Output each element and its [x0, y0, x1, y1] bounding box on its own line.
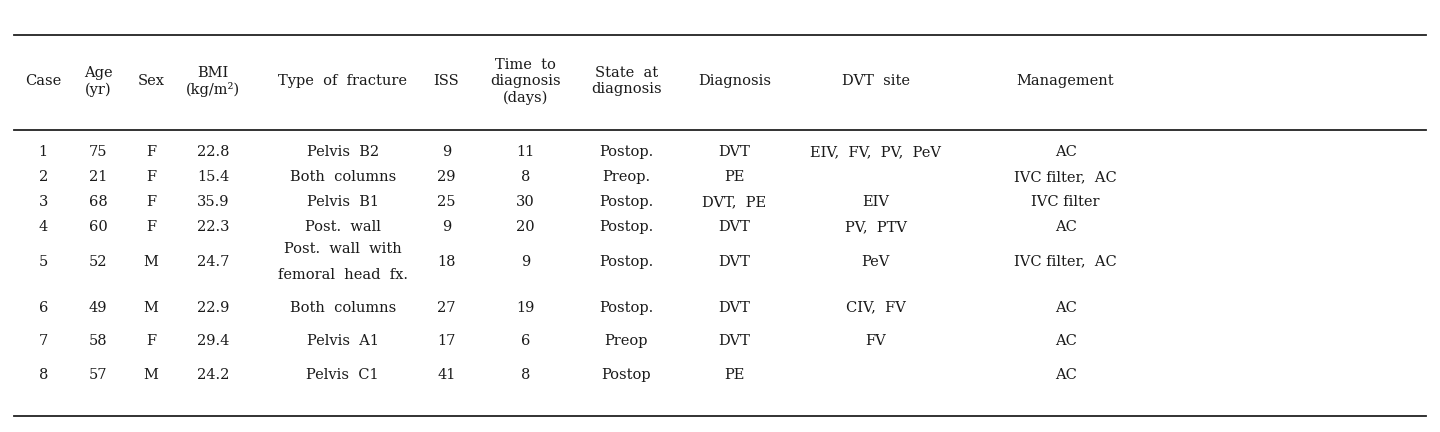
Text: 22.8: 22.8: [197, 145, 229, 159]
Text: Case: Case: [24, 74, 62, 88]
Text: 25: 25: [438, 195, 455, 209]
Text: Postop.: Postop.: [599, 195, 654, 209]
Text: Post.  wall  with: Post. wall with: [284, 242, 402, 256]
Text: 20: 20: [517, 220, 534, 234]
Text: IVC filter: IVC filter: [1031, 195, 1100, 209]
Text: 17: 17: [438, 334, 455, 348]
Text: F: F: [145, 195, 157, 209]
Text: 75: 75: [89, 145, 107, 159]
Text: 41: 41: [438, 368, 455, 382]
Text: Age
(yr): Age (yr): [84, 66, 112, 96]
Text: AC: AC: [1054, 145, 1077, 159]
Text: PE: PE: [724, 170, 744, 184]
Text: Pelvis  B1: Pelvis B1: [307, 195, 379, 209]
Text: State  at
diagnosis: State at diagnosis: [590, 66, 662, 96]
Text: 9: 9: [442, 145, 451, 159]
Text: DVT  site: DVT site: [841, 74, 910, 88]
Text: DVT: DVT: [719, 301, 750, 314]
Text: 18: 18: [438, 255, 455, 269]
Text: IVC filter,  AC: IVC filter, AC: [1014, 170, 1117, 184]
Text: Management: Management: [1017, 74, 1115, 88]
Text: CIV,  FV: CIV, FV: [845, 301, 906, 314]
Text: FV: FV: [865, 334, 886, 348]
Text: Both  columns: Both columns: [289, 301, 396, 314]
Text: 57: 57: [89, 368, 107, 382]
Text: femoral  head  fx.: femoral head fx.: [278, 268, 408, 282]
Text: M: M: [144, 368, 158, 382]
Text: Post.  wall: Post. wall: [305, 220, 380, 234]
Text: EIV: EIV: [863, 195, 888, 209]
Text: 9: 9: [521, 255, 530, 269]
Text: 22.3: 22.3: [197, 220, 229, 234]
Text: 29.4: 29.4: [197, 334, 229, 348]
Text: F: F: [145, 170, 157, 184]
Text: Pelvis  A1: Pelvis A1: [307, 334, 379, 348]
Text: 58: 58: [89, 334, 107, 348]
Text: Pelvis  B2: Pelvis B2: [307, 145, 379, 159]
Text: 27: 27: [438, 301, 455, 314]
Text: 2: 2: [39, 170, 48, 184]
Text: AC: AC: [1054, 220, 1077, 234]
Text: 8: 8: [521, 170, 530, 184]
Text: DVT,  PE: DVT, PE: [703, 195, 766, 209]
Text: DVT: DVT: [719, 145, 750, 159]
Text: Pelvis  C1: Pelvis C1: [307, 368, 379, 382]
Text: Postop.: Postop.: [599, 145, 654, 159]
Text: DVT: DVT: [719, 334, 750, 348]
Text: 30: 30: [516, 195, 536, 209]
Text: F: F: [145, 220, 157, 234]
Text: PeV: PeV: [861, 255, 890, 269]
Text: DVT: DVT: [719, 255, 750, 269]
Text: Diagnosis: Diagnosis: [698, 74, 770, 88]
Text: 22.9: 22.9: [197, 301, 229, 314]
Text: Postop: Postop: [602, 368, 651, 382]
Text: 52: 52: [89, 255, 107, 269]
Text: BMI
(kg/m²): BMI (kg/m²): [186, 66, 240, 97]
Text: Preop.: Preop.: [602, 170, 651, 184]
Text: 4: 4: [39, 220, 48, 234]
Text: PV,  PTV: PV, PTV: [844, 220, 907, 234]
Text: 6: 6: [521, 334, 530, 348]
Text: 24.7: 24.7: [197, 255, 229, 269]
Text: 15.4: 15.4: [197, 170, 229, 184]
Text: Postop.: Postop.: [599, 220, 654, 234]
Text: 7: 7: [39, 334, 48, 348]
Text: Both  columns: Both columns: [289, 170, 396, 184]
Text: 9: 9: [442, 220, 451, 234]
Text: 68: 68: [88, 195, 108, 209]
Text: 6: 6: [39, 301, 48, 314]
Text: AC: AC: [1054, 334, 1077, 348]
Text: F: F: [145, 334, 157, 348]
Text: 21: 21: [89, 170, 107, 184]
Text: Preop: Preop: [605, 334, 648, 348]
Text: 8: 8: [39, 368, 48, 382]
Text: 8: 8: [521, 368, 530, 382]
Text: Postop.: Postop.: [599, 301, 654, 314]
Text: PE: PE: [724, 368, 744, 382]
Text: M: M: [144, 301, 158, 314]
Text: Time  to
diagnosis
(days): Time to diagnosis (days): [490, 58, 562, 105]
Text: AC: AC: [1054, 368, 1077, 382]
Text: EIV,  FV,  PV,  PeV: EIV, FV, PV, PeV: [811, 145, 940, 159]
Text: 1: 1: [39, 145, 48, 159]
Text: Type  of  fracture: Type of fracture: [278, 74, 408, 88]
Text: 3: 3: [39, 195, 48, 209]
Text: Sex: Sex: [138, 74, 164, 88]
Text: 24.2: 24.2: [197, 368, 229, 382]
Text: 35.9: 35.9: [197, 195, 229, 209]
Text: AC: AC: [1054, 301, 1077, 314]
Text: F: F: [145, 145, 157, 159]
Text: Postop.: Postop.: [599, 255, 654, 269]
Text: M: M: [144, 255, 158, 269]
Text: IVC filter,  AC: IVC filter, AC: [1014, 255, 1117, 269]
Text: 19: 19: [517, 301, 534, 314]
Text: DVT: DVT: [719, 220, 750, 234]
Text: 49: 49: [89, 301, 107, 314]
Text: 29: 29: [438, 170, 455, 184]
Text: ISS: ISS: [433, 74, 459, 88]
Text: 60: 60: [88, 220, 108, 234]
Text: 11: 11: [517, 145, 534, 159]
Text: 5: 5: [39, 255, 48, 269]
